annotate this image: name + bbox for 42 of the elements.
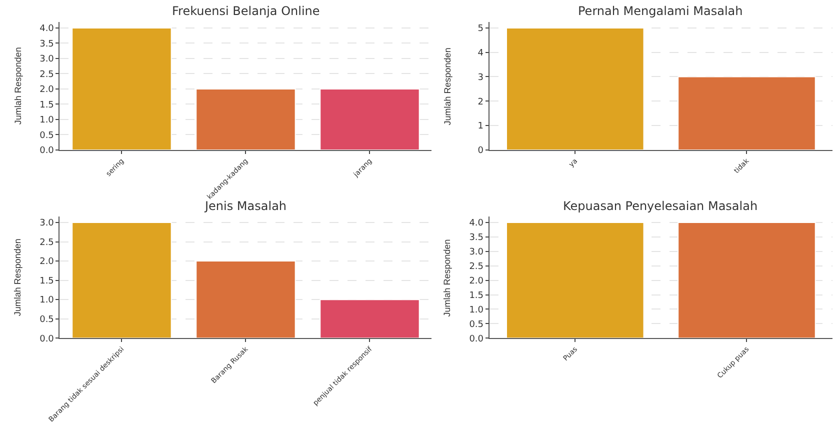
y-tick-label: 4 <box>478 48 484 58</box>
y-tick-label: 3 <box>478 72 484 83</box>
y-tick-label: 4.0 <box>40 24 54 34</box>
y-axis-title: Jumlah Responden <box>442 239 452 317</box>
y-tick-label: 1 <box>478 122 484 132</box>
y-tick-label: 4.0 <box>469 218 484 229</box>
y-tick-label: 3.5 <box>40 39 54 50</box>
y-tick-label: 1.5 <box>40 276 54 286</box>
bar <box>196 260 296 338</box>
y-tick-label: 0.0 <box>40 146 54 156</box>
bar <box>72 222 172 338</box>
y-tick-label: 3.5 <box>469 233 484 244</box>
y-tick-label: 0.5 <box>469 320 484 330</box>
y-tick-label: 2.0 <box>40 85 54 96</box>
y-axis-title: Jumlah Responden <box>12 238 22 316</box>
y-tick-label: 3.0 <box>40 54 54 65</box>
chart-title: Pernah Mengalami Masalah <box>578 4 743 18</box>
y-axis-title: Jumlah Responden <box>442 48 452 126</box>
y-tick-label: 0.0 <box>40 334 54 344</box>
y-tick-label: 2 <box>478 97 484 108</box>
y-tick-label: 3.0 <box>40 218 54 229</box>
chart-title: Jenis Masalah <box>204 199 287 213</box>
y-tick-label: 0 <box>478 146 484 156</box>
chart-title: Frekuensi Belanja Online <box>172 4 320 18</box>
y-tick-label: 2.0 <box>469 276 484 286</box>
y-tick-label: 2.5 <box>40 238 54 248</box>
y-tick-label: 5 <box>478 24 484 34</box>
y-tick-label: 0.5 <box>40 130 54 141</box>
y-tick-label: 1.5 <box>40 100 54 110</box>
y-tick-label: 1.0 <box>469 305 484 316</box>
y-tick-label: 0.5 <box>40 314 54 325</box>
y-tick-label: 1.5 <box>469 290 484 301</box>
y-tick-label: 2.5 <box>469 262 484 272</box>
y-tick-label: 2.5 <box>40 70 54 80</box>
y-tick-label: 1.0 <box>40 116 54 126</box>
y-tick-label: 2.0 <box>40 257 54 268</box>
bar <box>320 299 420 338</box>
y-tick-label: 0.0 <box>469 334 484 344</box>
y-tick-label: 1.0 <box>40 296 54 306</box>
y-axis-title: Jumlah Responden <box>12 47 23 125</box>
y-tick-label: 3.0 <box>469 248 484 258</box>
chart-title: Kepuasan Penyelesaian Masalah <box>563 199 758 213</box>
